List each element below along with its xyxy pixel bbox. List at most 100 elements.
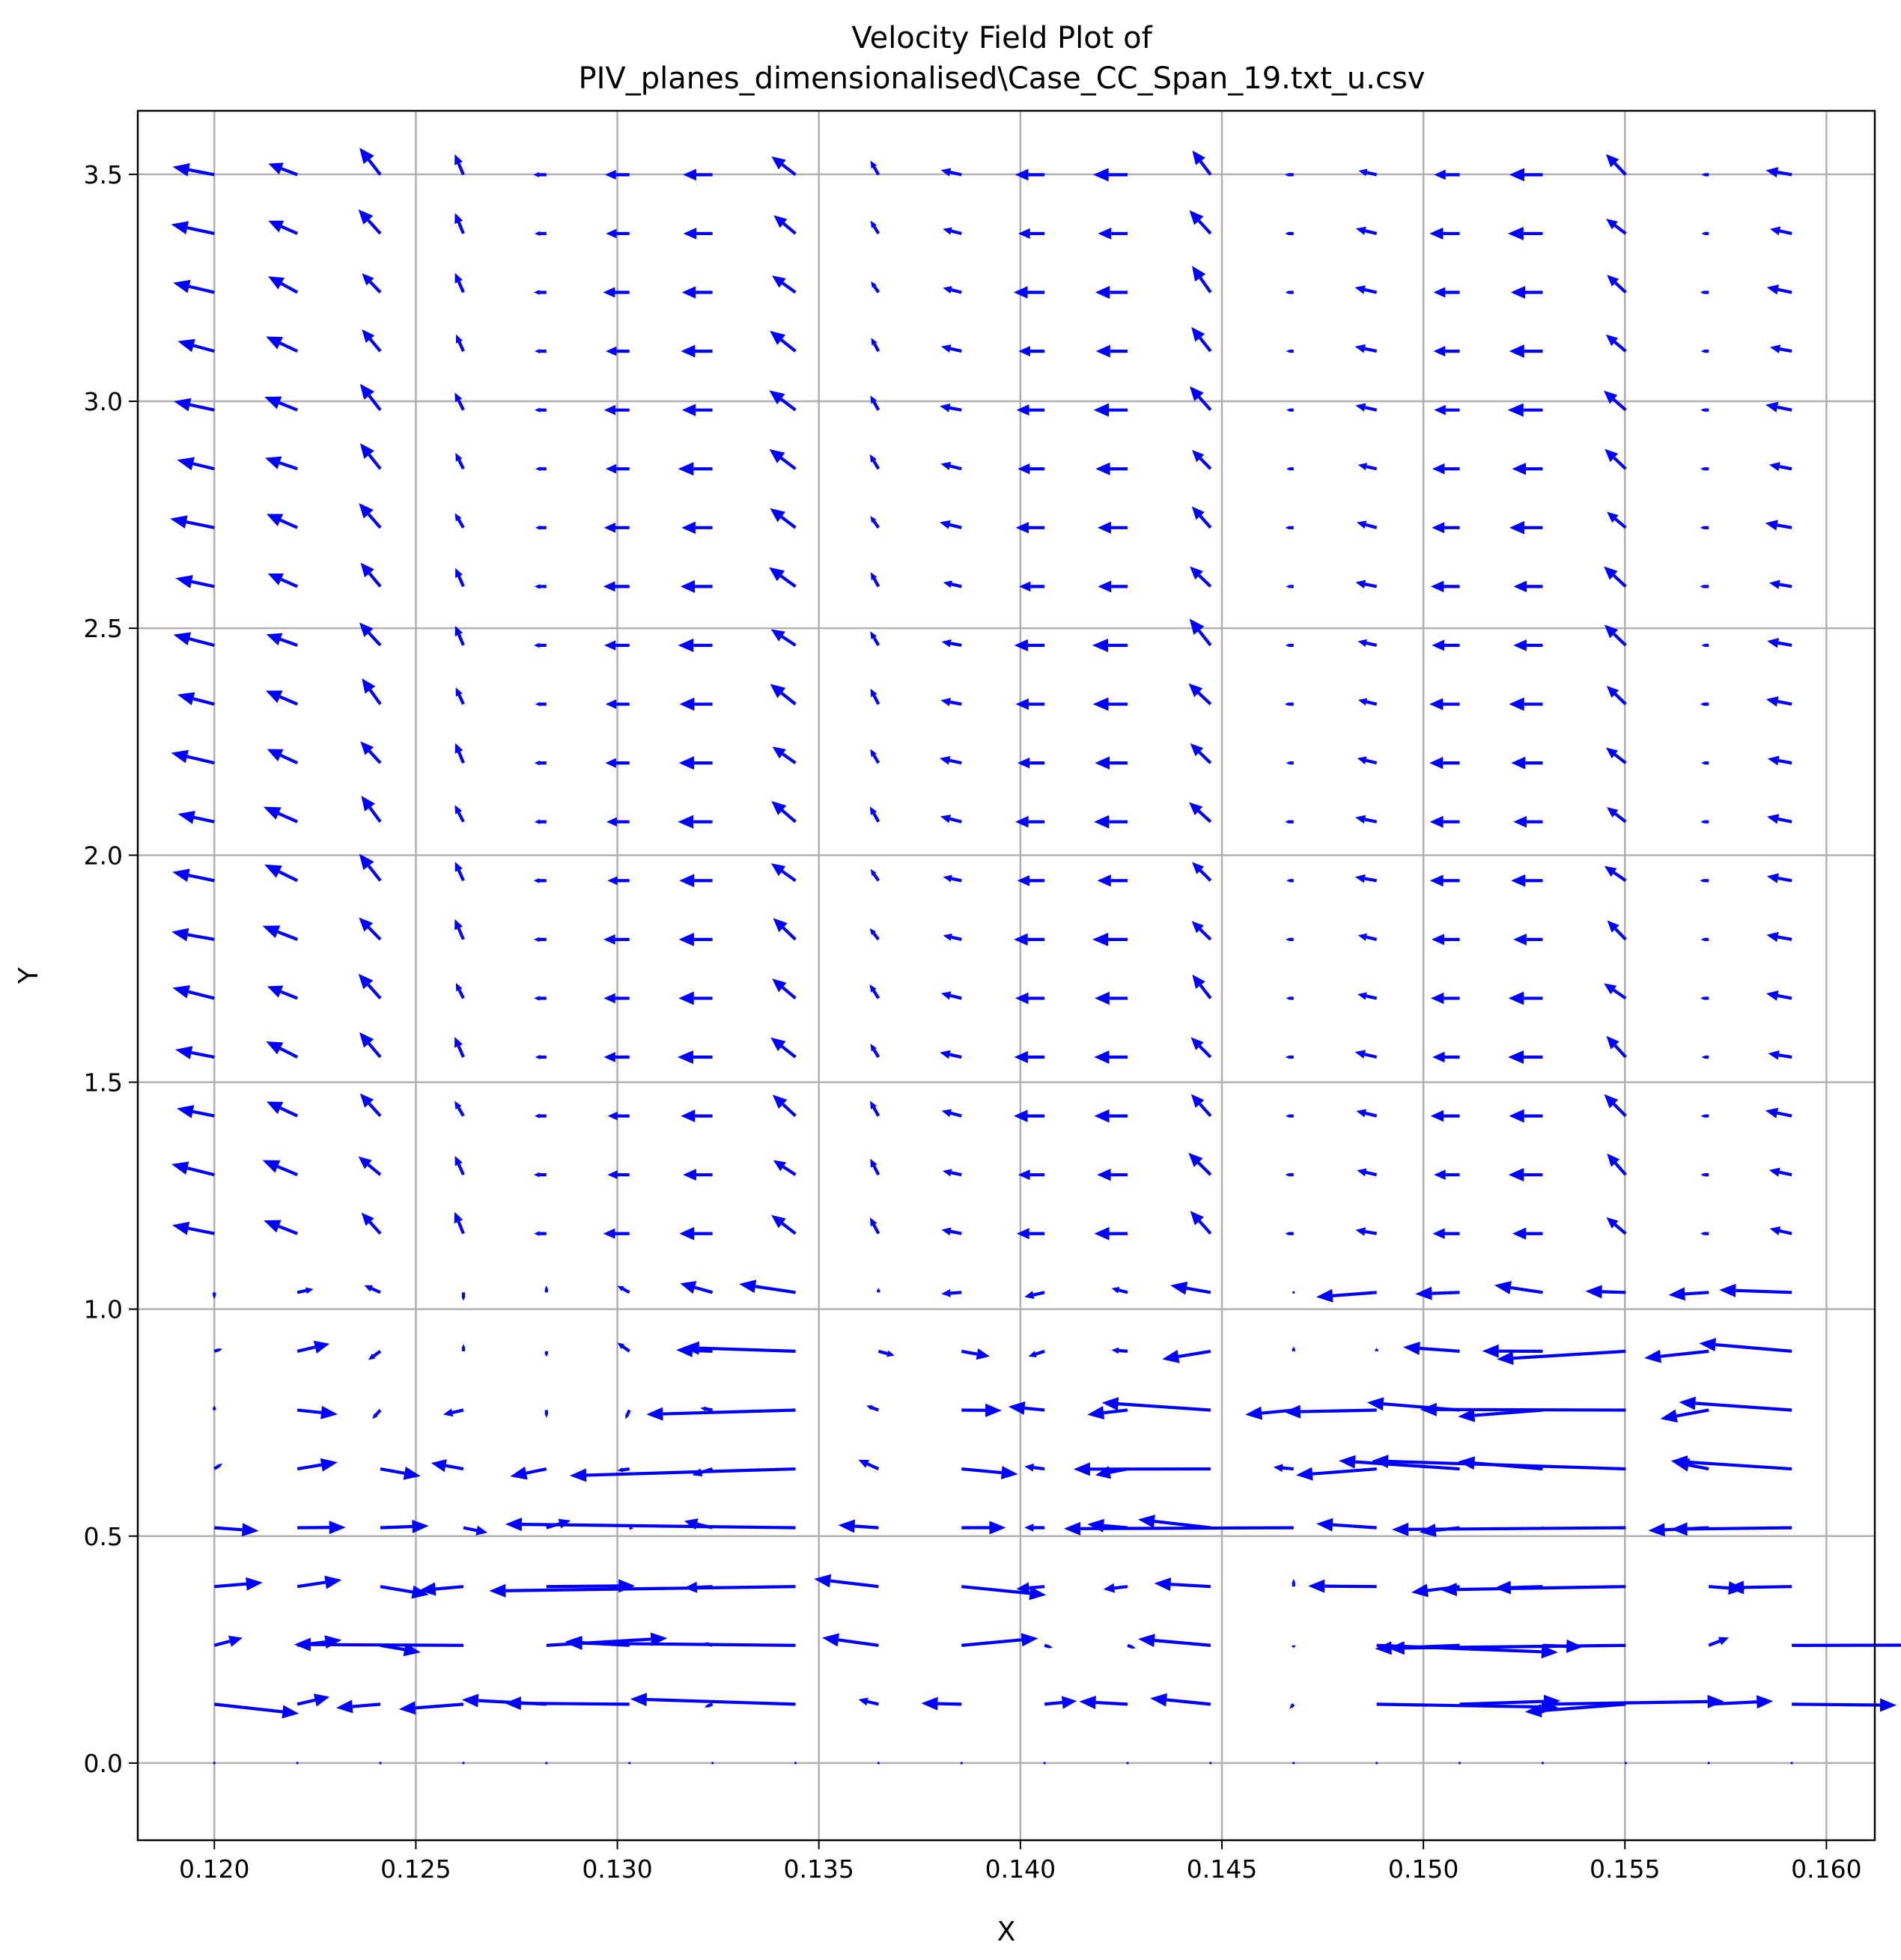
velocity-arrow-head: [1013, 1110, 1028, 1122]
velocity-arrow: [603, 993, 630, 1004]
velocity-arrow-shaft: [1778, 1053, 1792, 1059]
velocity-arrow-head: [1092, 168, 1109, 182]
velocity-arrow: [535, 525, 547, 530]
velocity-arrow-head: [1701, 173, 1705, 177]
velocity-arrow-head: [941, 1288, 951, 1297]
velocity-arrow: [454, 743, 465, 764]
velocity-arrow: [1509, 168, 1543, 182]
velocity-arrow-shaft: [368, 749, 382, 764]
velocity-arrow-head: [1285, 643, 1289, 648]
velocity-arrow-shaft: [1332, 1291, 1377, 1297]
velocity-arrow: [1429, 874, 1460, 887]
velocity-arrow-shaft: [1080, 1526, 1294, 1530]
velocity-arrow-shaft: [457, 812, 465, 823]
velocity-arrow: [1607, 511, 1627, 529]
velocity-arrow-head: [177, 692, 195, 705]
velocity-arrow-head: [1014, 1050, 1028, 1064]
velocity-arrow-head: [604, 640, 616, 651]
velocity-arrow-head: [1283, 1404, 1301, 1419]
velocity-arrow-shaft: [1777, 876, 1792, 883]
velocity-arrow-head: [1375, 1641, 1392, 1655]
velocity-arrow: [1606, 685, 1627, 706]
velocity-arrow-shaft: [1777, 523, 1792, 529]
velocity-arrow-head: [228, 1635, 243, 1647]
velocity-arrow-head: [268, 162, 284, 174]
velocity-arrow-shaft: [949, 758, 962, 765]
velocity-arrow: [456, 334, 465, 352]
velocity-arrow-shaft: [213, 1640, 231, 1647]
velocity-arrow-head: [1434, 169, 1446, 180]
velocity-arrow-shaft: [872, 1049, 880, 1059]
velocity-arrow-head: [921, 1696, 938, 1711]
velocity-arrow-shaft: [1366, 465, 1378, 471]
velocity-arrow: [1286, 467, 1294, 471]
velocity-arrow-head: [870, 1217, 877, 1227]
velocity-arrow-head: [1606, 1035, 1619, 1050]
velocity-arrow-head: [1316, 1518, 1333, 1532]
velocity-arrow: [1286, 585, 1294, 588]
velocity-arrow-shaft: [1365, 1170, 1378, 1177]
velocity-arrow: [358, 209, 382, 235]
velocity-arrow-head: [1189, 618, 1205, 635]
velocity-arrow-head: [940, 1050, 951, 1059]
velocity-arrow-shaft: [1364, 229, 1378, 235]
velocity-arrow-head: [368, 1354, 376, 1360]
velocity-arrow: [1513, 815, 1543, 828]
velocity-arrow-head: [1508, 1050, 1524, 1065]
velocity-arrow-shaft: [520, 1701, 630, 1706]
velocity-arrow-head: [267, 985, 284, 998]
velocity-arrow-shaft: [707, 1702, 714, 1708]
velocity-arrow: [943, 874, 962, 883]
velocity-arrow-head: [940, 461, 952, 471]
velocity-arrow-shaft: [192, 344, 215, 353]
velocity-arrow-head: [1511, 756, 1526, 770]
velocity-arrow: [770, 629, 797, 647]
velocity-arrow-head: [1607, 920, 1619, 933]
velocity-arrow-shaft: [1198, 574, 1212, 588]
velocity-arrow-head: [1355, 1227, 1366, 1236]
velocity-arrow: [858, 1459, 880, 1470]
velocity-arrow: [1286, 408, 1294, 412]
velocity-arrow-shaft: [296, 1698, 316, 1706]
velocity-arrow: [1095, 344, 1128, 358]
velocity-arrow: [1430, 992, 1460, 1005]
velocity-arrow: [1094, 1109, 1128, 1123]
velocity-arrow: [1511, 874, 1543, 887]
velocity-arrow: [535, 1054, 547, 1060]
velocity-arrow-head: [617, 1467, 624, 1473]
velocity-arrow-shaft: [1300, 1408, 1377, 1413]
velocity-arrow: [1607, 275, 1627, 294]
velocity-arrow: [1512, 1227, 1543, 1240]
velocity-arrow-shaft: [280, 225, 299, 235]
velocity-arrow-head: [1097, 521, 1111, 534]
velocity-arrow: [1357, 933, 1378, 941]
velocity-arrow-head: [1191, 921, 1204, 934]
velocity-arrow: [870, 749, 880, 764]
velocity-arrow-head: [678, 991, 694, 1005]
velocity-arrow-head: [1292, 1346, 1295, 1349]
velocity-arrow-shaft: [1778, 758, 1792, 765]
velocity-arrow-head: [443, 1408, 454, 1417]
velocity-arrow-shaft: [1186, 1286, 1211, 1294]
velocity-arrow-head: [1411, 1583, 1429, 1598]
velocity-arrow-shaft: [1118, 1288, 1128, 1294]
velocity-arrow-shaft: [368, 281, 382, 293]
velocity-arrow-head: [866, 1404, 873, 1410]
velocity-arrow-shaft: [1709, 1585, 1730, 1590]
velocity-arrow-head: [1073, 1462, 1090, 1476]
velocity-arrow-shaft: [367, 926, 382, 941]
velocity-arrow-head: [1286, 879, 1290, 883]
velocity-arrow-head: [1316, 1288, 1333, 1303]
velocity-arrow-head: [606, 817, 617, 827]
velocity-arrow: [1008, 1401, 1045, 1415]
velocity-arrow-shaft: [872, 754, 880, 764]
velocity-arrow: [1700, 1114, 1709, 1118]
velocity-arrow-head: [1190, 1037, 1204, 1050]
velocity-arrow-shaft: [368, 1220, 382, 1235]
velocity-arrow: [870, 688, 880, 705]
velocity-arrow-head: [1513, 580, 1527, 593]
velocity-arrow-shaft: [949, 347, 962, 353]
velocity-arrow: [1607, 807, 1627, 824]
velocity-arrow: [1700, 820, 1709, 824]
velocity-arrow: [1094, 815, 1128, 829]
